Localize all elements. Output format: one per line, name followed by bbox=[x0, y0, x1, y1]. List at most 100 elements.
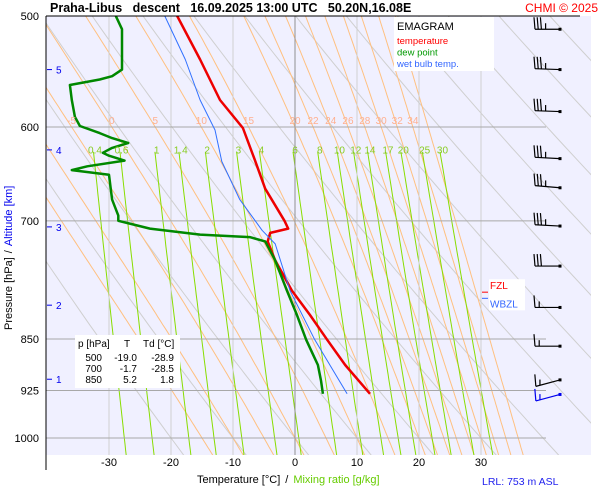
table-cell: 500 bbox=[85, 353, 102, 364]
lrl-text: LRL: 753 m ASL bbox=[482, 476, 559, 488]
wind-barb-full bbox=[536, 145, 539, 158]
dry-adiabat-line bbox=[591, 0, 600, 456]
mixing-ratio-label: 6 bbox=[292, 145, 298, 156]
wind-barb bbox=[533, 212, 562, 228]
y-tick-label: 600 bbox=[21, 122, 39, 134]
wind-barb-station-dot bbox=[558, 157, 562, 161]
legend-wet-bulb: wet bulb temp. bbox=[396, 59, 459, 70]
moist-adiabat-label: 34 bbox=[407, 116, 419, 127]
x-tick-label: -20 bbox=[163, 457, 179, 469]
legend: EMAGRAM temperature dew point wet bulb t… bbox=[394, 17, 494, 71]
wind-barb-station-dot bbox=[558, 110, 562, 114]
dry-adiabat-line bbox=[345, 16, 591, 296]
wind-barb-full bbox=[533, 334, 536, 347]
wind-barb-full bbox=[533, 254, 536, 267]
y-tick-label: 850 bbox=[21, 334, 39, 346]
wind-barb-full bbox=[533, 56, 536, 69]
moist-adiabat-line bbox=[342, 16, 487, 455]
x-tick-label: -30 bbox=[101, 457, 117, 469]
legend-box bbox=[394, 17, 494, 71]
data-table: p [hPa] T Td [°C] 500 -19.0 -28.9 700 -1… bbox=[75, 335, 180, 388]
wind-barb-full bbox=[536, 98, 539, 111]
wind-barb-full bbox=[536, 212, 539, 225]
mixing-ratio-line bbox=[178, 151, 217, 455]
mixing-ratio-line bbox=[336, 151, 385, 455]
dry-adiabat-line bbox=[498, 16, 591, 118]
wind-barb-station-dot bbox=[558, 392, 562, 396]
mixing-ratio-label: Mixing ratio [g/kg] bbox=[293, 474, 379, 486]
dry-adiabat-line bbox=[294, 16, 591, 359]
altitude-tick-label: 4 bbox=[56, 146, 62, 157]
mixing-ratio-label: 14 bbox=[364, 145, 376, 156]
mixing-ratio-label: 3 bbox=[236, 145, 242, 156]
moist-adiabat-line bbox=[284, 16, 451, 455]
wind-barb bbox=[533, 254, 562, 268]
wind-barb-full bbox=[533, 145, 536, 158]
wind-barb bbox=[534, 388, 562, 402]
mixing-ratio-line bbox=[385, 151, 436, 455]
wind-barb-full bbox=[539, 254, 542, 267]
temperature-line bbox=[176, 16, 371, 395]
mixing-ratio-line bbox=[93, 151, 127, 455]
wind-barb-station-dot bbox=[558, 68, 562, 72]
dry-adiabat-line bbox=[46, 260, 185, 455]
axis-separator: / bbox=[3, 249, 15, 253]
moist-adiabat-line bbox=[360, 16, 500, 455]
x-axis-label: Temperature [°C] / Mixing ratio [g/kg] bbox=[197, 474, 380, 486]
legend-title: EMAGRAM bbox=[397, 21, 454, 33]
x-tick-label: -10 bbox=[225, 457, 241, 469]
legend-dew-point: dew point bbox=[397, 48, 438, 59]
altitude-label: Altitude [km] bbox=[3, 186, 15, 247]
mixing-ratio-label: 0.6 bbox=[115, 145, 129, 156]
wind-barb-full bbox=[539, 56, 543, 69]
table-cell: -28.9 bbox=[151, 353, 174, 364]
moist-adiabat-line bbox=[85, 16, 335, 455]
y-tick-label: 925 bbox=[21, 386, 39, 398]
pressure-label: Pressure [hPa] bbox=[3, 257, 15, 330]
moist-adiabat-line bbox=[46, 143, 244, 455]
wind-barb-station-dot bbox=[558, 186, 562, 190]
legend-temperature: temperature bbox=[397, 36, 448, 47]
wind-barb-full bbox=[533, 98, 536, 111]
wind-barb-full bbox=[539, 17, 542, 30]
wind-barb bbox=[533, 98, 562, 114]
moist-adiabat-label: 0 bbox=[109, 116, 115, 127]
table-cell: 1.8 bbox=[160, 375, 174, 386]
altitude-tick-label: 5 bbox=[56, 66, 62, 77]
table-header-td: Td [°C] bbox=[143, 339, 174, 350]
moist-adiabat-label: 30 bbox=[376, 116, 388, 127]
mixing-ratio-label: 12 bbox=[350, 145, 362, 156]
wind-barb bbox=[533, 334, 562, 348]
wind-barb-full bbox=[536, 254, 539, 267]
mixing-ratio-label: 1.4 bbox=[174, 145, 188, 156]
mixing-ratio-label: 8 bbox=[317, 145, 323, 156]
moist-adiabat-label: 10 bbox=[196, 116, 208, 127]
mixing-ratio-line bbox=[204, 151, 245, 455]
moist-adiabat-line bbox=[46, 86, 275, 455]
mixing-ratio-label: 25 bbox=[419, 145, 431, 156]
mixing-ratio-label: 20 bbox=[398, 145, 410, 156]
altitude-tick-label: 1 bbox=[56, 375, 62, 386]
wind-barb-full bbox=[533, 295, 536, 308]
dry-adiabat-line bbox=[193, 16, 560, 455]
y-axis-label: Pressure [hPa] / Altitude [km] bbox=[3, 186, 15, 330]
wind-barb-station-dot bbox=[558, 344, 562, 348]
wind-barb-staff bbox=[535, 224, 561, 227]
table-cell: 850 bbox=[85, 375, 102, 386]
mixing-ratio-line bbox=[400, 151, 452, 455]
mixing-ratio-label: 30 bbox=[437, 145, 449, 156]
wind-barb-staff bbox=[535, 185, 561, 189]
chart-title: Praha-Libus descent 16.09.2025 13:00 UTC… bbox=[50, 1, 411, 15]
fzl-label: FZL bbox=[490, 281, 508, 292]
dry-adiabat-line bbox=[447, 16, 591, 176]
mixing-ratio-label: 10 bbox=[334, 145, 346, 156]
x-tick-label: 0 bbox=[292, 457, 298, 469]
axis-separator: / bbox=[285, 474, 289, 486]
mixing-ratio-label: 2 bbox=[204, 145, 210, 156]
y-tick-label: 1000 bbox=[15, 433, 39, 445]
altitude-tick-label: 3 bbox=[56, 223, 62, 234]
moist-adiabat-line bbox=[188, 16, 396, 455]
wind-barb-full bbox=[539, 174, 543, 187]
table-cell: 700 bbox=[85, 364, 102, 375]
